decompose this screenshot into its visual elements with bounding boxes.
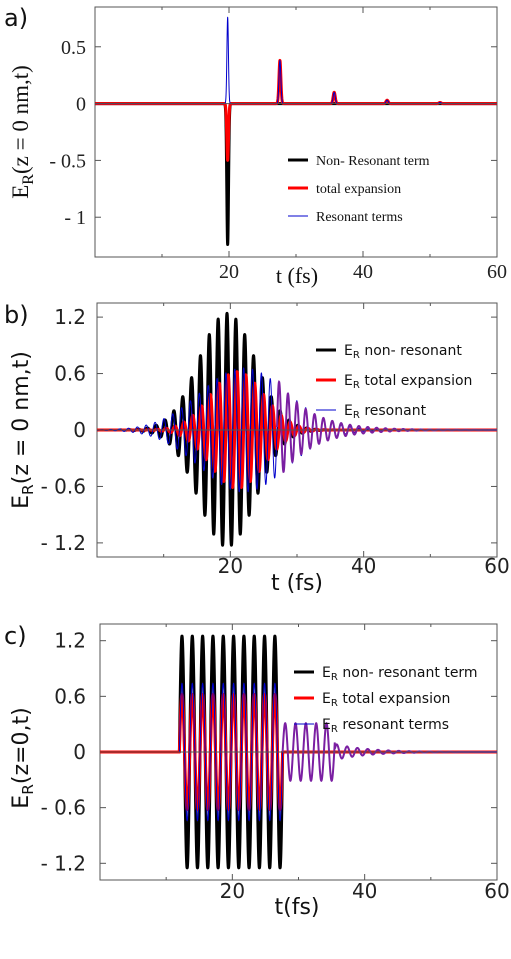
series-overlap-tail [276, 379, 497, 474]
y-axis-label: ER(z = 0 nm,t) [9, 351, 37, 509]
legend: ER non- resonant term ER total expansion E… [294, 665, 478, 735]
legend-label: ER resonant terms [322, 717, 449, 735]
x-tick-label: 20 [220, 879, 245, 903]
y-tick-label: 1.2 [54, 629, 86, 653]
y-tick-label: 0 [76, 94, 86, 116]
y-tick-label: 0 [73, 418, 86, 442]
legend-label: total expansion [316, 182, 401, 197]
legend-label: Non- Resonant term [316, 154, 430, 169]
y-tick-label: 0.5 [61, 37, 86, 59]
legend-label: ER resonant [344, 403, 427, 421]
series-line-3 [95, 16, 497, 105]
legend-label: ER non- resonant [344, 343, 462, 361]
legend-label: ER total expansion [322, 691, 450, 709]
panel-label: b) [4, 301, 29, 329]
x-tick-label: 40 [352, 879, 377, 903]
ticks [99, 624, 498, 880]
y-axis-label: ER(z=0,t) [9, 707, 37, 808]
plot-frame [94, 6, 498, 258]
x-tick-label: 60 [484, 879, 509, 903]
legend: Non- Resonant term total expansion Resonan… [288, 154, 430, 225]
ticks [94, 7, 498, 257]
panel-b: 20 40 60 1.2 0.6 0 - 0.6 - 1.2 b) t (fs) ER(z = 0 … [4, 301, 510, 596]
x-axis-label: t (fs) [276, 263, 318, 288]
x-axis-label: t (fs) [271, 571, 323, 596]
y-tick-label: - 0.5 [49, 150, 86, 172]
y-tick-label: 0.6 [54, 362, 86, 386]
series-group [95, 16, 497, 246]
x-tick-label: 40 [351, 554, 376, 578]
x-tick-label: 60 [487, 261, 507, 283]
legend-label: Resonant terms [316, 210, 403, 225]
x-tick-label: 20 [219, 261, 239, 283]
x-tick-label: 60 [484, 554, 509, 578]
y-tick-label: 0 [73, 740, 86, 764]
y-tick-label: 0.6 [54, 684, 86, 708]
y-tick-label: - 1 [64, 207, 86, 229]
y-tick-label: - 0.6 [41, 474, 86, 498]
y-tick-label: - 1.2 [41, 531, 86, 555]
panel-label: a) [4, 4, 28, 32]
x-axis-label: t(fs) [275, 895, 320, 920]
legend-label: ER non- resonant term [322, 665, 478, 683]
y-tick-label: 1.2 [54, 305, 86, 329]
series-line-2 [95, 58, 497, 162]
legend: ER non- resonant ER total expansion ER res… [316, 343, 472, 421]
legend-label: ER total expansion [344, 373, 472, 391]
panel-label: c) [4, 622, 27, 650]
panel-c: 20 40 60 1.2 0.6 0 - 0.6 - 1.2 c) t(fs) ER(z=0,t) E… [4, 622, 510, 920]
series-line-1 [95, 102, 497, 246]
x-tick-label: 20 [218, 554, 243, 578]
panel-a: 20 40 60 0.5 0 - 0.5 - 1 a) t (fs) ER(z = 0 nm,t)… [4, 4, 507, 288]
y-tick-label: - 1.2 [41, 851, 86, 875]
y-tick-label: - 0.6 [41, 796, 86, 820]
x-tick-label: 40 [353, 261, 373, 283]
y-axis-label: ER(z = 0 nm,t) [8, 65, 37, 199]
